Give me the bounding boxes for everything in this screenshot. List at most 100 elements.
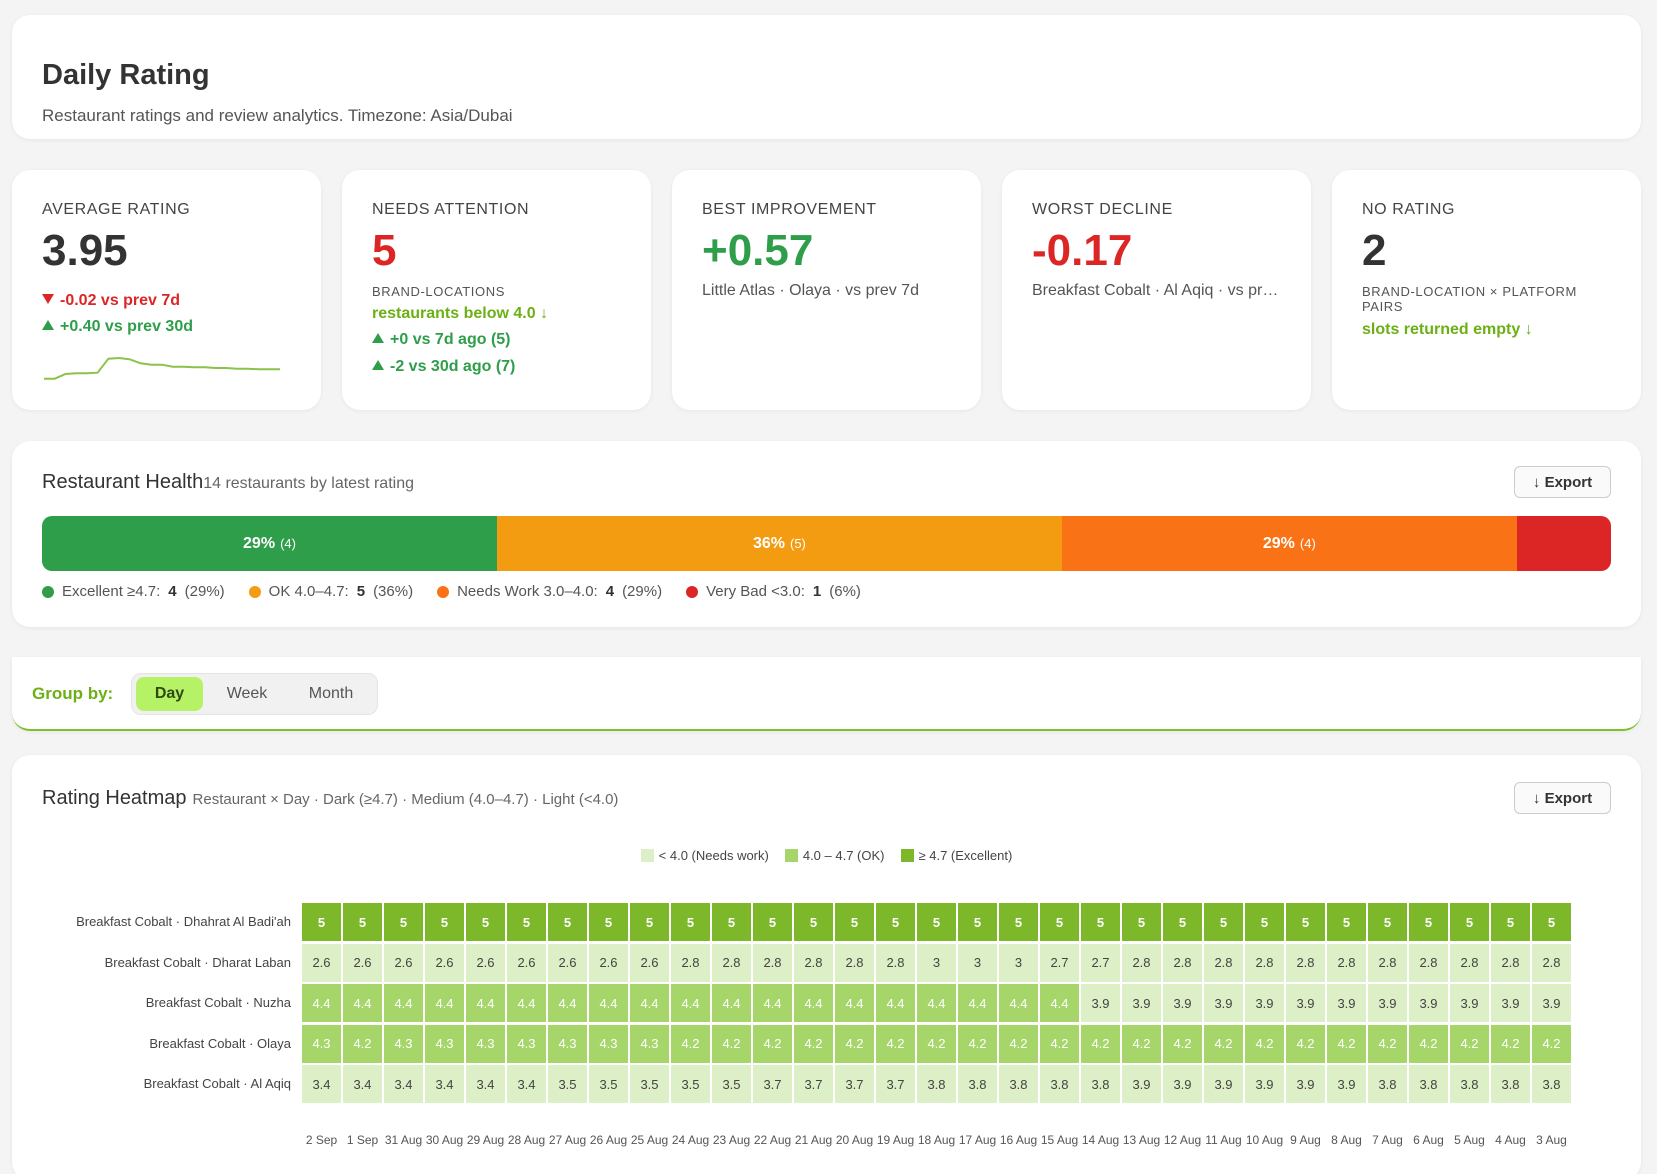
heatmap-cell[interactable]: 3.9 [1286,984,1325,1022]
heatmap-cell[interactable]: 3.9 [1204,1065,1243,1103]
heatmap-cell[interactable]: 4.4 [589,984,628,1022]
heatmap-cell[interactable]: 2.6 [343,943,382,982]
heatmap-cell[interactable]: 5 [425,903,464,941]
heatmap-cell[interactable]: 3.7 [794,1065,833,1103]
heatmap-cell[interactable]: 5 [630,903,669,941]
heatmap-cell[interactable]: 5 [794,903,833,941]
heatmap-cell[interactable]: 4.2 [343,1024,382,1063]
heatmap-cell[interactable]: 2.6 [466,943,505,982]
heatmap-cell[interactable]: 2.8 [1368,943,1407,982]
heatmap-cell[interactable]: 4.2 [835,1024,874,1063]
heatmap-cell[interactable]: 2.7 [1081,943,1120,982]
heatmap-cell[interactable]: 3.4 [343,1065,382,1103]
heatmap-cell[interactable]: 4.2 [1163,1024,1202,1063]
heatmap-cell[interactable]: 3.9 [1327,984,1366,1022]
heatmap-cell[interactable]: 4.2 [1081,1024,1120,1063]
heatmap-cell[interactable]: 2.8 [1204,943,1243,982]
heatmap-cell[interactable]: 3.9 [1491,984,1530,1022]
heatmap-cell[interactable]: 4.2 [999,1024,1038,1063]
heatmap-cell[interactable]: 3.9 [1163,984,1202,1022]
heatmap-cell[interactable]: 4.4 [999,984,1038,1022]
heatmap-cell[interactable]: 3.4 [302,1065,341,1103]
group-by-month[interactable]: Month [308,685,354,702]
heatmap-cell[interactable]: 3.9 [1204,984,1243,1022]
heatmap-cell[interactable]: 2.8 [1532,943,1571,982]
heatmap-cell[interactable]: 5 [1040,903,1079,941]
heatmap-cell[interactable]: 3 [958,943,997,982]
heatmap-cell[interactable]: 4.3 [302,1024,341,1063]
heatmap-cell[interactable]: 5 [1368,903,1407,941]
heatmap-cell[interactable]: 3.9 [1163,1065,1202,1103]
heatmap-cell[interactable]: 5 [1081,903,1120,941]
heatmap-cell[interactable]: 2.7 [1040,943,1079,982]
heatmap-cell[interactable]: 3.8 [999,1065,1038,1103]
heatmap-cell[interactable]: 4.2 [712,1024,751,1063]
heatmap-cell[interactable]: 3.8 [1491,1065,1530,1103]
heatmap-cell[interactable]: 5 [1245,903,1284,941]
heatmap-cell[interactable]: 3.7 [835,1065,874,1103]
heatmap-cell[interactable]: 3.9 [1122,984,1161,1022]
heatmap-cell[interactable]: 3.9 [1286,1065,1325,1103]
heatmap-cell[interactable]: 3.8 [1040,1065,1079,1103]
heatmap-cell[interactable]: 3.9 [1245,1065,1284,1103]
heatmap-cell[interactable]: 4.3 [589,1024,628,1063]
heatmap-cell[interactable]: 3.4 [425,1065,464,1103]
heatmap-cell[interactable]: 5 [958,903,997,941]
heatmap-cell[interactable]: 3.4 [507,1065,546,1103]
heatmap-cell[interactable]: 5 [917,903,956,941]
heatmap-cell[interactable]: 5 [671,903,710,941]
heatmap-cell[interactable]: 3.8 [958,1065,997,1103]
heatmap-cell[interactable]: 4.2 [1204,1024,1243,1063]
heatmap-cell[interactable]: 4.2 [1532,1024,1571,1063]
heatmap-cell[interactable]: 4.4 [384,984,423,1022]
heatmap-cell[interactable]: 5 [343,903,382,941]
heatmap-cell[interactable]: 3 [917,943,956,982]
heatmap-cell[interactable]: 5 [1409,903,1448,941]
heatmap-cell[interactable]: 3.8 [1081,1065,1120,1103]
heatmap-cell[interactable]: 5 [835,903,874,941]
heatmap-cell[interactable]: 5 [1122,903,1161,941]
heatmap-cell[interactable]: 3.9 [1368,984,1407,1022]
heatmap-cell[interactable]: 2.8 [835,943,874,982]
heatmap-cell[interactable]: 4.4 [425,984,464,1022]
heatmap-cell[interactable]: 5 [1163,903,1202,941]
heatmap-cell[interactable]: 2.8 [1122,943,1161,982]
group-by-day[interactable]: Day [136,677,203,711]
heatmap-cell[interactable]: 3.9 [1245,984,1284,1022]
heatmap-export-button[interactable]: ↓ Export [1514,782,1611,814]
heatmap-cell[interactable]: 3.9 [1122,1065,1161,1103]
group-by-week[interactable]: Week [226,685,268,702]
heatmap-cell[interactable]: 4.2 [1409,1024,1448,1063]
heatmap-cell[interactable]: 2.6 [302,943,341,982]
restaurants-below-link[interactable]: restaurants below 4.0 ↓ [372,305,549,322]
heatmap-cell[interactable]: 3.7 [876,1065,915,1103]
heatmap-cell[interactable]: 4.4 [917,984,956,1022]
heatmap-cell[interactable]: 3.5 [548,1065,587,1103]
heatmap-cell[interactable]: 3.9 [1532,984,1571,1022]
heatmap-cell[interactable]: 5 [999,903,1038,941]
heatmap-cell[interactable]: 5 [302,903,341,941]
heatmap-cell[interactable]: 4.4 [548,984,587,1022]
heatmap-cell[interactable]: 4.4 [1040,984,1079,1022]
heatmap-cell[interactable]: 3.8 [917,1065,956,1103]
heatmap-cell[interactable]: 4.4 [794,984,833,1022]
heatmap-cell[interactable]: 5 [1450,903,1489,941]
heatmap-cell[interactable]: 5 [1204,903,1243,941]
heatmap-cell[interactable]: 4.2 [1491,1024,1530,1063]
heatmap-cell[interactable]: 4.3 [425,1024,464,1063]
heatmap-cell[interactable]: 4.2 [1286,1024,1325,1063]
heatmap-cell[interactable]: 3.8 [1532,1065,1571,1103]
heatmap-cell[interactable]: 4.2 [1245,1024,1284,1063]
heatmap-cell[interactable]: 2.6 [507,943,546,982]
health-export-button[interactable]: ↓ Export [1514,466,1611,498]
heatmap-cell[interactable]: 2.8 [1163,943,1202,982]
heatmap-cell[interactable]: 4.2 [876,1024,915,1063]
heatmap-cell[interactable]: 4.4 [302,984,341,1022]
heatmap-cell[interactable]: 5 [384,903,423,941]
heatmap-cell[interactable]: 3.9 [1327,1065,1366,1103]
heatmap-cell[interactable]: 4.2 [1327,1024,1366,1063]
heatmap-cell[interactable]: 2.6 [425,943,464,982]
heatmap-cell[interactable]: 2.8 [1286,943,1325,982]
heatmap-cell[interactable]: 3.8 [1409,1065,1448,1103]
heatmap-cell[interactable]: 4.2 [1450,1024,1489,1063]
